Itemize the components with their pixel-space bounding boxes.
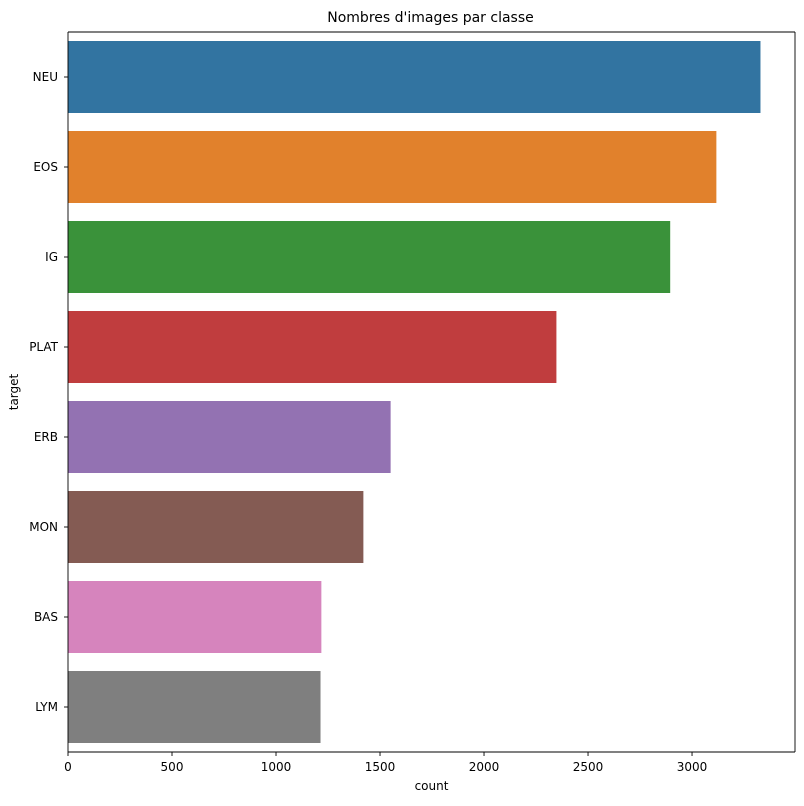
bar-erb [68,401,391,473]
y-tick-label: MON [29,520,58,534]
bar-lym [68,671,321,743]
y-tick-label: LYM [35,700,58,714]
bar-plat [68,311,557,383]
bar-eos [68,131,717,203]
x-tick-label: 1500 [365,760,396,774]
y-tick-label: EOS [33,160,58,174]
y-tick-label: IG [45,250,58,264]
bar-bas [68,581,322,653]
bar-mon [68,491,364,563]
x-axis-ticks: 0 500 1000 1500 2000 2500 3000 [64,752,707,774]
bar-neu [68,41,761,113]
y-axis-ticks: NEU EOS IG PLAT ERB MON BAS LYM [29,70,68,714]
y-axis-label: target [7,373,21,410]
x-tick-label: 500 [161,760,184,774]
y-tick-label: NEU [33,70,58,84]
x-tick-label: 0 [64,760,72,774]
bars-group [68,41,761,743]
x-tick-label: 3000 [677,760,708,774]
chart-title: Nombres d'images par classe [327,10,534,26]
y-tick-label: BAS [34,610,58,624]
bar-ig [68,221,671,293]
x-tick-label: 2500 [573,760,604,774]
y-tick-label: PLAT [29,340,58,354]
x-axis-label: count [415,779,449,793]
x-tick-label: 2000 [469,760,500,774]
y-tick-label: ERB [34,430,58,444]
x-tick-label: 1000 [261,760,292,774]
